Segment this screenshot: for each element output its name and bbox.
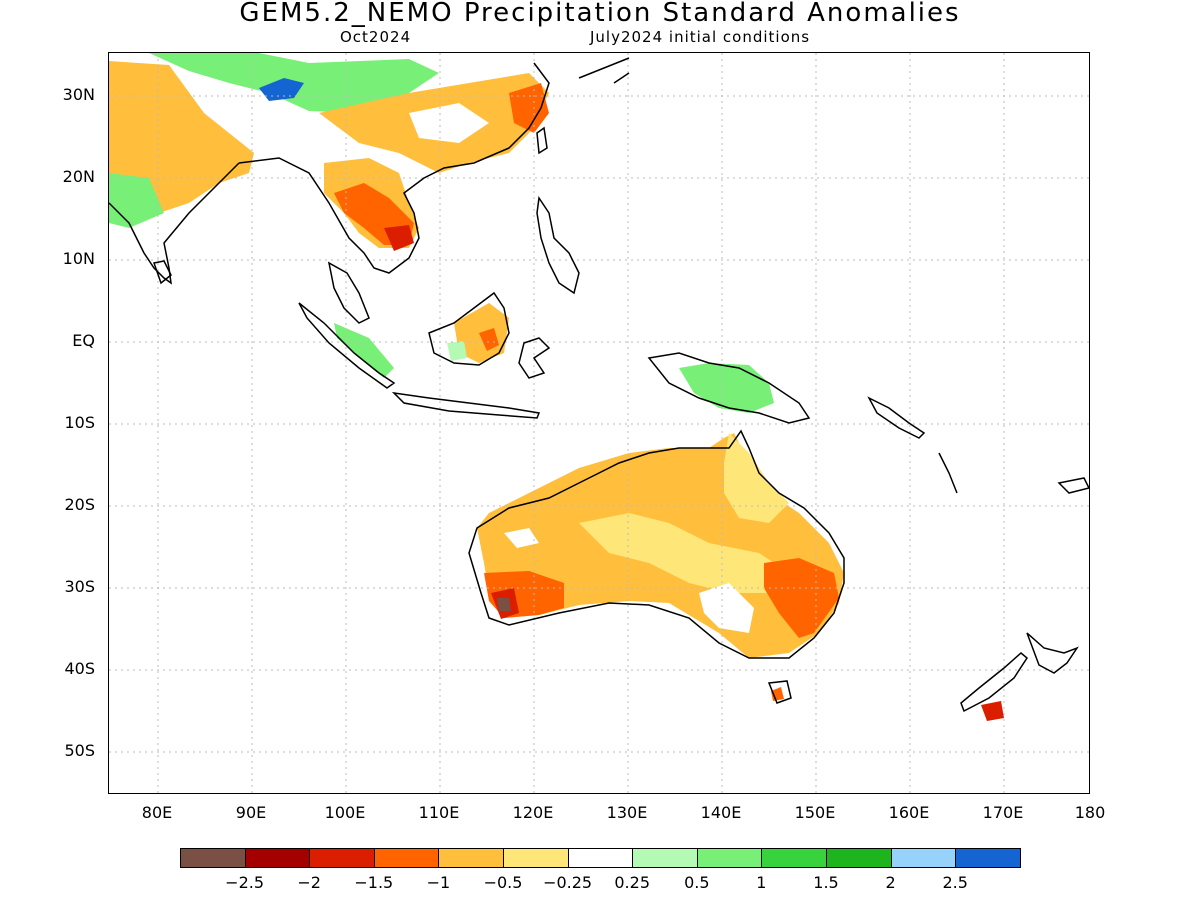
colorbar-cell <box>761 848 827 868</box>
coast-tasmania <box>767 680 792 704</box>
coast-japan <box>578 57 630 84</box>
colorbar-cell <box>890 848 957 868</box>
anomaly-india-green <box>109 173 164 228</box>
anomaly-fields <box>109 53 1004 721</box>
anomaly-newguinea-green <box>679 363 774 413</box>
coast-borneo <box>428 291 510 366</box>
longitude-label: 110E <box>418 803 460 822</box>
map-title: GEM5.2_NEMO Precipitation Standard Anoma… <box>239 0 961 28</box>
latitude-label: 20S <box>64 495 95 514</box>
latitude-label: EQ <box>72 331 95 350</box>
colorbar-cell <box>503 848 569 868</box>
coast-nz-north <box>1026 632 1079 674</box>
anomaly-borneo-green <box>447 341 467 361</box>
anomaly-china-white <box>409 103 489 143</box>
colorbar-cell <box>632 848 698 868</box>
coast-indochina-china <box>238 62 550 274</box>
anomaly-australia-white-w <box>504 528 539 548</box>
latitude-label: 30N <box>62 85 95 104</box>
colorbar-label: 0.25 <box>614 873 650 892</box>
colorbar-cell <box>180 848 246 868</box>
forecast-month: Oct2024 <box>340 28 412 46</box>
coast-vanuatu-fiji <box>938 452 1089 494</box>
latitude-label: 40S <box>64 659 95 678</box>
longitude-label: 80E <box>141 803 173 822</box>
coast-sumatra <box>298 302 396 389</box>
colorbar-cell <box>438 848 504 868</box>
coast-solomons <box>867 396 926 439</box>
longitude-label: 90E <box>235 803 267 822</box>
longitude-label: 100E <box>324 803 366 822</box>
longitude-label: 150E <box>794 803 836 822</box>
anomaly-borneo-red <box>479 328 499 351</box>
colorbar-cell <box>309 848 375 868</box>
colorbar-label: −2 <box>297 873 321 892</box>
colorbar-label: 0.5 <box>684 873 710 892</box>
colorbar-label: −1.5 <box>354 873 394 892</box>
anomaly-nz-red <box>981 701 1004 721</box>
graticule <box>109 53 1089 793</box>
longitude-label: 140E <box>700 803 742 822</box>
colorbar-label: 1.5 <box>813 873 839 892</box>
coast-taiwan <box>536 126 548 155</box>
colorbar-label: 2.5 <box>942 873 968 892</box>
coast-java <box>391 391 541 419</box>
longitude-label: 130E <box>606 803 648 822</box>
coast-newguinea <box>647 352 811 424</box>
coast-australia <box>468 429 845 659</box>
colorbar-cell <box>373 848 440 868</box>
anomaly-australia-sw-darkred <box>497 598 511 611</box>
colorbar-label: 2 <box>885 873 896 892</box>
colorbar-cell <box>826 848 892 868</box>
anomaly-australia-se-orange <box>764 558 839 638</box>
longitude-label: 120E <box>512 803 554 822</box>
coast-philippines <box>536 195 580 295</box>
longitude-label: 180 <box>1074 803 1106 822</box>
latitude-label: 10S <box>64 413 95 432</box>
longitude-label: 170E <box>982 803 1024 822</box>
colorbar-label: 1 <box>756 873 767 892</box>
anomaly-tibet-blue <box>259 78 304 101</box>
map-frame <box>108 52 1090 794</box>
coast-srilanka <box>153 260 172 285</box>
colorbar-label: −2.5 <box>225 873 265 892</box>
latitude-label: 50S <box>64 741 95 760</box>
colorbar-label: −1 <box>426 873 451 892</box>
coast-india <box>109 162 240 285</box>
anomaly-sumatra-green <box>334 323 394 378</box>
colorbar-label: −0.5 <box>483 873 523 892</box>
anomaly-indochina-darkred <box>384 225 414 251</box>
latitude-label: 10N <box>62 249 95 268</box>
anomaly-australia-yellow-north <box>724 433 789 523</box>
coast-nz-south <box>960 652 1028 713</box>
anomaly-india-orange <box>109 61 254 213</box>
colorbar-cell <box>567 848 634 868</box>
longitude-label: 160E <box>888 803 930 822</box>
colorbar-label: −0.25 <box>543 873 593 892</box>
latitude-label: 30S <box>64 577 95 596</box>
coastlines <box>109 57 1089 713</box>
anomaly-australia-yellow-central <box>579 513 789 593</box>
colorbar-cell <box>696 848 763 868</box>
colorbar-cell <box>955 848 1021 868</box>
colorbar-cell <box>244 848 311 868</box>
latitude-label: 20N <box>62 167 95 186</box>
colorbar <box>180 848 1021 868</box>
coast-malay <box>327 261 370 324</box>
coast-sulawesi <box>518 337 551 379</box>
initial-conditions: July2024 initial conditions <box>590 28 811 46</box>
anomaly-map <box>109 53 1089 793</box>
anomaly-australia-white-se <box>699 583 754 633</box>
